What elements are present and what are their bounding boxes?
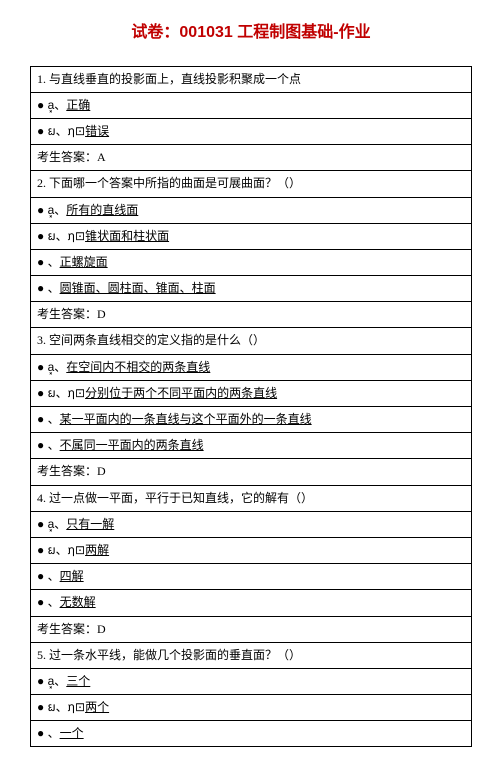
option-label: ຅、 <box>48 726 60 740</box>
bullet-icon: ● <box>37 98 48 112</box>
option-text: 圆锥面、圆柱面、锥面、柱面 <box>60 281 216 295</box>
option-row: ● ຏ、ຐ⊡错误 <box>31 119 471 145</box>
option-text: 两解 <box>85 543 109 557</box>
bullet-icon: ● <box>37 412 48 426</box>
bullet-icon: ● <box>37 203 48 217</box>
option-row: ● ຅、຅⊡正螺旋面 <box>31 250 471 276</box>
option-label: ໾、 <box>48 281 60 295</box>
exam-title: 试卷：001031 工程制图基础-作业 <box>30 20 472 46</box>
option-row: ● a͓、໛⊡所有的直线面 <box>31 198 471 224</box>
option-text: 无数解 <box>60 595 96 609</box>
question-block: 1. 与直线垂直的投影面上，直线投影积聚成一个点● a͓、໛⊡正确● ຏ、ຐ⊡错… <box>30 66 472 172</box>
option-text: 正确 <box>66 98 90 112</box>
option-label: a͓、 <box>48 674 67 688</box>
option-row: ● ໾、໾⊡圆锥面、圆柱面、锥面、柱面 <box>31 276 471 302</box>
option-icon: ຐ⊡ <box>68 700 85 714</box>
bullet-icon: ● <box>37 229 48 243</box>
answer-value: D <box>97 622 106 636</box>
option-label: ຏ、 <box>48 700 68 714</box>
bullet-icon: ● <box>37 517 48 531</box>
bullet-icon: ● <box>37 255 48 269</box>
option-text: 在空间内不相交的两条直线 <box>66 360 210 374</box>
option-icon: ຐ⊡ <box>68 229 85 243</box>
option-label: ໾、 <box>48 595 60 609</box>
option-text: 只有一解 <box>66 517 114 531</box>
answer-row: 考生答案：D <box>31 459 471 484</box>
option-row: ● a͓、໛⊡正确 <box>31 93 471 119</box>
option-text: 三个 <box>66 674 90 688</box>
option-row: ● ໾、໾⊡无数解 <box>31 590 471 616</box>
bullet-icon: ● <box>37 595 48 609</box>
answer-value: D <box>97 307 106 321</box>
option-row: ● a͓、໛⊡只有一解 <box>31 512 471 538</box>
questions-container: 1. 与直线垂直的投影面上，直线投影积聚成一个点● a͓、໛⊡正确● ຏ、ຐ⊡错… <box>30 66 472 748</box>
bullet-icon: ● <box>37 281 48 295</box>
question-block: 5. 过一条水平线，能做几个投影面的垂直面？（）● a͓、໛⊡三个● ຏ、ຐ⊡两… <box>30 643 472 748</box>
answer-label: 考生答案： <box>37 622 97 636</box>
option-text: 正螺旋面 <box>60 255 108 269</box>
question-stem: 3. 空间两条直线相交的定义指的是什么（） <box>31 328 471 354</box>
option-label: ຏ、 <box>48 124 68 138</box>
option-text: 一个 <box>60 726 84 740</box>
question-stem: 5. 过一条水平线，能做几个投影面的垂直面？（） <box>31 643 471 669</box>
option-row: ● ຏ、ຐ⊡锥状面和柱状面 <box>31 224 471 250</box>
option-label: ຏ、 <box>48 386 68 400</box>
option-label: a͓、 <box>48 517 67 531</box>
option-text: 两个 <box>85 700 109 714</box>
option-text: 错误 <box>85 124 109 138</box>
bullet-icon: ● <box>37 386 48 400</box>
option-row: ● a͓、໛⊡三个 <box>31 669 471 695</box>
option-row: ● ຅、຅⊡四解 <box>31 564 471 590</box>
option-label: ໾、 <box>48 438 60 452</box>
option-icon: ຐ⊡ <box>68 386 85 400</box>
option-label: ຏ、 <box>48 543 68 557</box>
option-text: 分别位于两个不同平面内的两条直线 <box>85 386 277 400</box>
bullet-icon: ● <box>37 700 48 714</box>
answer-row: 考生答案：D <box>31 302 471 327</box>
answer-value: A <box>97 150 106 164</box>
question-block: 4. 过一点做一平面，平行于已知直线，它的解有（）● a͓、໛⊡只有一解● ຏ、… <box>30 486 472 643</box>
answer-label: 考生答案： <box>37 464 97 478</box>
option-text: 某一平面内的一条直线与这个平面外的一条直线 <box>60 412 312 426</box>
option-icon: ຐ⊡ <box>68 124 85 138</box>
option-text: 不属同一平面内的两条直线 <box>60 438 204 452</box>
bullet-icon: ● <box>37 360 48 374</box>
option-row: ● ຅、຅⊡某一平面内的一条直线与这个平面外的一条直线 <box>31 407 471 433</box>
option-row: ● ຅、຅⊡一个 <box>31 721 471 746</box>
option-label: a͓、 <box>48 360 67 374</box>
option-text: 锥状面和柱状面 <box>85 229 169 243</box>
bullet-icon: ● <box>37 438 48 452</box>
answer-label: 考生答案： <box>37 307 97 321</box>
question-stem: 4. 过一点做一平面，平行于已知直线，它的解有（） <box>31 486 471 512</box>
question-block: 2. 下面哪一个答案中所指的曲面是可展曲面？（）● a͓、໛⊡所有的直线面● ຏ… <box>30 171 472 328</box>
question-stem: 2. 下面哪一个答案中所指的曲面是可展曲面？（） <box>31 171 471 197</box>
option-icon: ຐ⊡ <box>68 543 85 557</box>
option-row: ● ຏ、ຐ⊡分别位于两个不同平面内的两条直线 <box>31 381 471 407</box>
bullet-icon: ● <box>37 124 48 138</box>
answer-row: 考生答案：A <box>31 145 471 170</box>
option-row: ● ໾、໾⊡不属同一平面内的两条直线 <box>31 433 471 459</box>
bullet-icon: ● <box>37 674 48 688</box>
option-label: ຅、 <box>48 255 60 269</box>
question-block: 3. 空间两条直线相交的定义指的是什么（）● a͓、໛⊡在空间内不相交的两条直线… <box>30 328 472 485</box>
option-label: ຅、 <box>48 569 60 583</box>
option-text: 所有的直线面 <box>66 203 138 217</box>
option-text: 四解 <box>60 569 84 583</box>
bullet-icon: ● <box>37 726 48 740</box>
answer-label: 考生答案： <box>37 150 97 164</box>
bullet-icon: ● <box>37 543 48 557</box>
option-row: ● a͓、໛⊡在空间内不相交的两条直线 <box>31 355 471 381</box>
bullet-icon: ● <box>37 569 48 583</box>
option-label: a͓、 <box>48 203 67 217</box>
option-row: ● ຏ、ຐ⊡两解 <box>31 538 471 564</box>
option-label: a͓、 <box>48 98 67 112</box>
option-label: ຅、 <box>48 412 60 426</box>
question-stem: 1. 与直线垂直的投影面上，直线投影积聚成一个点 <box>31 67 471 93</box>
answer-row: 考生答案：D <box>31 617 471 642</box>
option-row: ● ຏ、ຐ⊡两个 <box>31 695 471 721</box>
answer-value: D <box>97 464 106 478</box>
option-label: ຏ、 <box>48 229 68 243</box>
